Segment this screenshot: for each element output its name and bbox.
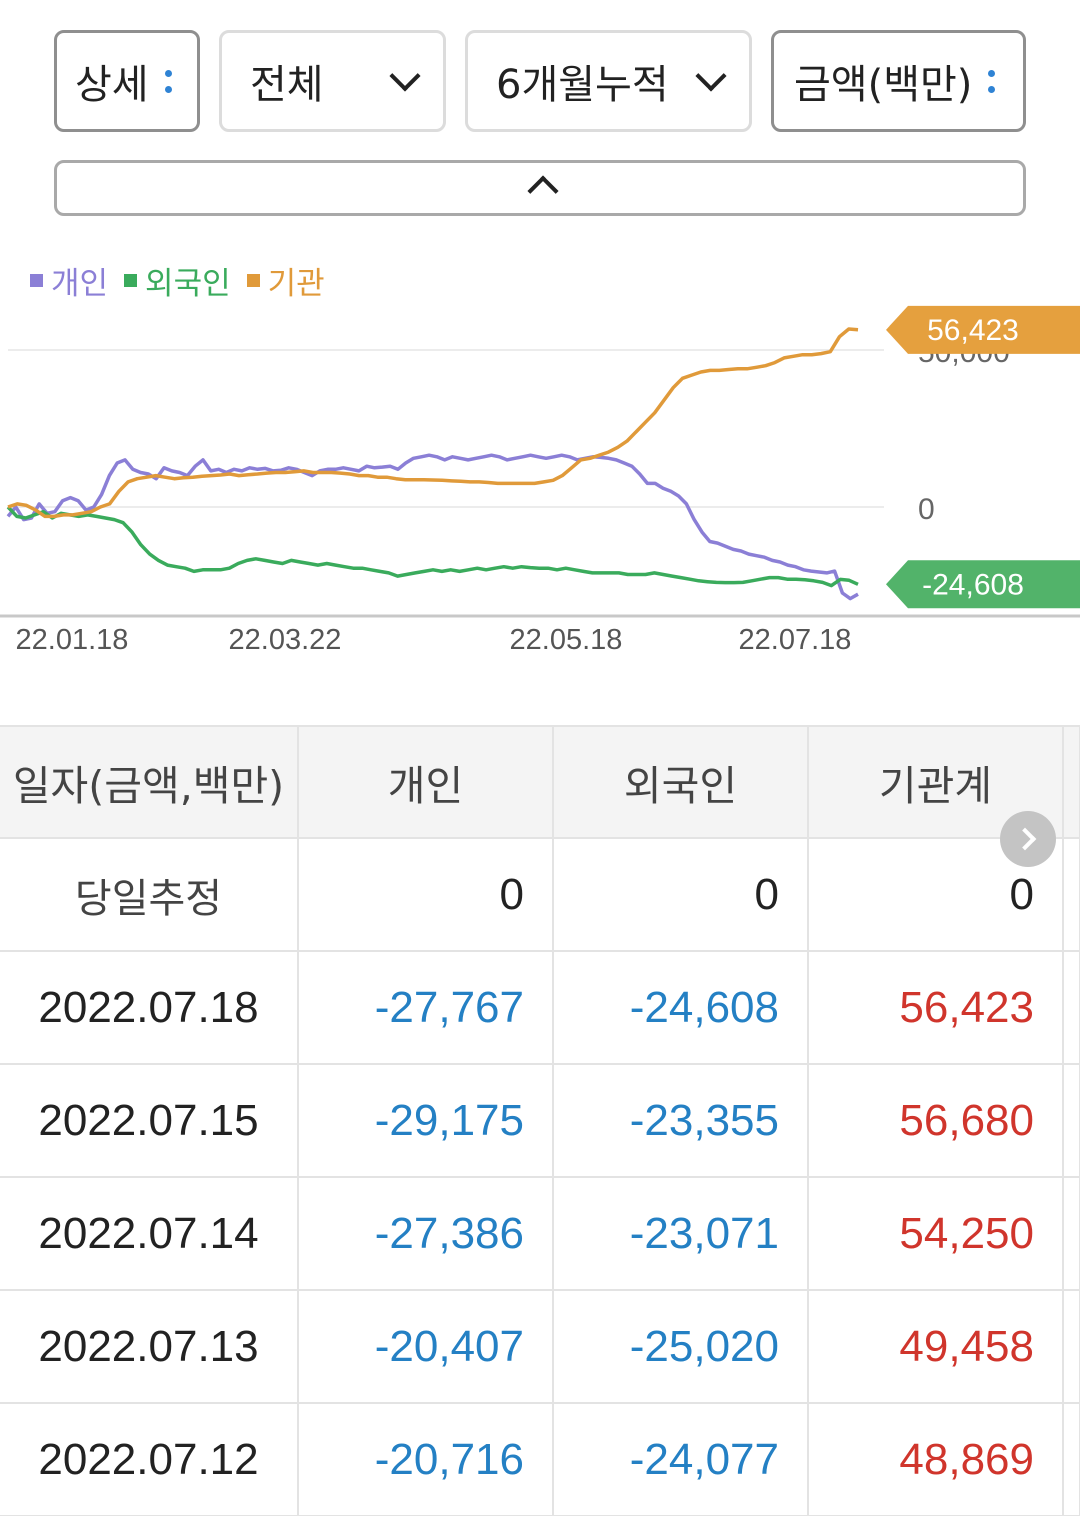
row-date: 2022.07.14 [0,1177,299,1291]
x-tick-label: 22.03.22 [229,624,342,656]
header-foreign: 외국인 [553,725,809,839]
estimate-individual: 0 [298,838,554,952]
legend-label: 기관 [267,266,325,302]
header-spacer [1063,725,1080,839]
legend-item-institution: 기관 [246,258,325,303]
x-tick-label: 22.05.18 [510,624,623,656]
period-select-label: 6개월누적 [496,62,669,108]
row-date: 2022.07.13 [0,1290,299,1404]
estimate-foreign: 0 [553,838,809,952]
row-foreign: -25,020 [553,1290,809,1404]
table-row: 2022.07.14 -27,386 -23,071 54,250 [0,1177,1080,1291]
value-tag-label: -24,608 [922,568,1024,601]
table-header-row: 일자(금액,백만) 개인 외국인 기관계 [0,725,1080,839]
value-tag [886,305,1080,354]
detail-select-label: 상세 [75,62,149,108]
row-spacer [1063,838,1080,952]
value-tag [886,560,1080,609]
legend-swatch [246,274,260,287]
detail-select[interactable]: 상세 [54,30,200,132]
row-institution: 56,680 [808,1064,1064,1178]
row-spacer [1063,1177,1080,1291]
legend-item-individual: 개인 [30,258,108,303]
unit-select[interactable]: 금액(백만) [771,30,1026,132]
series-line-기관 [7,327,859,519]
row-foreign: -23,355 [553,1064,809,1178]
row-date: 2022.07.15 [0,1064,299,1178]
x-tick-label: 22.01.18 [16,624,129,656]
table-row: 2022.07.12 -20,716 -24,077 48,869 [0,1403,1080,1516]
series-line-외국인 [6,505,859,588]
series-line-개인 [6,453,859,601]
period-select[interactable]: 6개월누적 [465,30,752,132]
legend-item-foreign: 외국인 [124,258,231,303]
row-spacer [1063,1064,1080,1178]
scope-select-label: 전체 [250,62,324,108]
legend-label: 외국인 [145,266,231,302]
row-date: 2022.07.18 [0,951,299,1065]
row-date: 2022.07.12 [0,1403,299,1516]
row-foreign: -24,077 [553,1403,809,1516]
more-vert-icon [164,69,172,93]
row-institution: 49,458 [808,1290,1064,1404]
legend-label: 개인 [51,266,109,302]
table-row: 2022.07.13 -20,407 -25,020 49,458 [0,1290,1080,1404]
estimate-label: 당일추정 [0,838,299,952]
row-spacer [1063,1403,1080,1516]
row-institution: 54,250 [808,1177,1064,1291]
scope-select[interactable]: 전체 [219,30,446,132]
filter-bar: 상세 전체 6개월누적 금액(백만) [54,30,1026,132]
chevron-right-icon [1013,827,1037,851]
row-individual: -20,716 [298,1403,554,1516]
legend-swatch [30,274,43,287]
header-date: 일자(금액,백만) [0,725,299,839]
investor-table: 일자(금액,백만) 개인 외국인 기관계 당일추정 0 0 0 2022.07.… [0,725,1080,1516]
legend-swatch [124,274,138,287]
row-foreign: -24,608 [553,951,809,1065]
chart-legend: 개인 외국인 기관 [30,258,325,303]
row-spacer [1063,1290,1080,1404]
scroll-right-button[interactable] [1000,811,1056,867]
row-foreign: -23,071 [553,1177,809,1291]
estimate-row: 당일추정 0 0 0 [0,838,1080,952]
table-row: 2022.07.18 -27,767 -24,608 56,423 [0,951,1080,1065]
more-vert-icon [988,69,996,93]
row-individual: -27,386 [298,1177,554,1291]
table-row: 2022.07.15 -29,175 -23,355 56,680 [0,1064,1080,1178]
x-tick-label: 22.07.18 [739,624,852,656]
value-tag-label: 56,423 [927,314,1019,347]
y-tick-label: 0 [918,493,935,526]
header-individual: 개인 [298,725,554,839]
row-individual: -29,175 [298,1064,554,1178]
row-individual: -27,767 [298,951,554,1065]
collapse-toggle-button[interactable] [54,160,1026,216]
unit-select-label: 금액(백만) [794,62,973,108]
row-institution: 56,423 [808,951,1064,1065]
investor-trend-chart[interactable]: 50,000022.01.1822.03.2222.05.1822.07.185… [0,0,1080,680]
row-individual: -20,407 [298,1290,554,1404]
row-spacer [1063,951,1080,1065]
row-institution: 48,869 [808,1403,1064,1516]
